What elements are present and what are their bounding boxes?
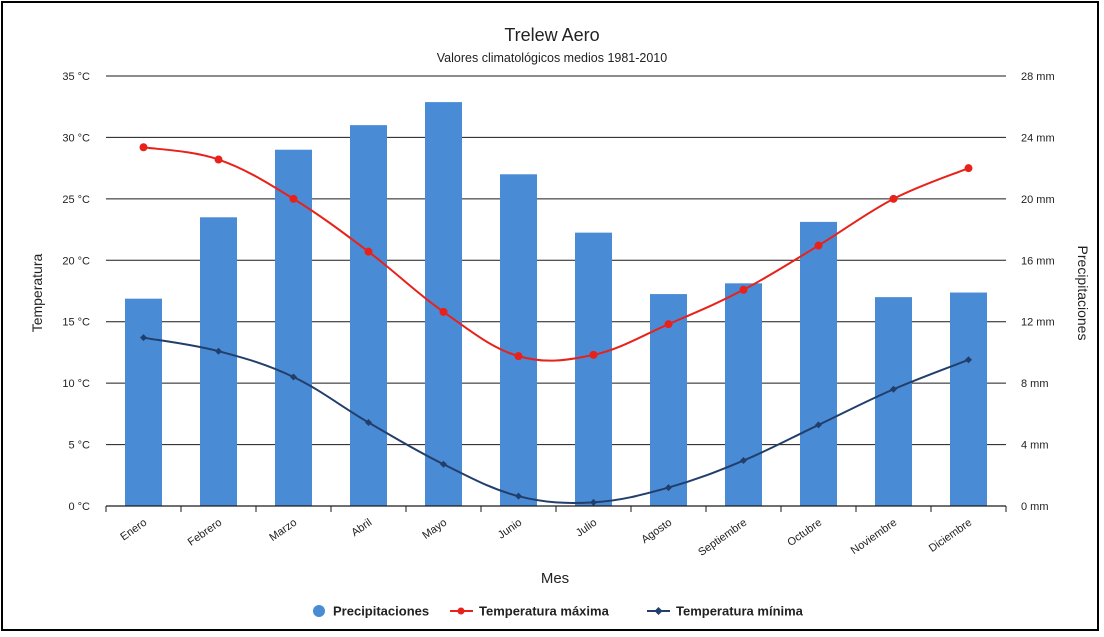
legend-tmin-marker <box>654 607 663 615</box>
tmin-point <box>140 334 147 342</box>
precipitation-bar <box>950 292 987 506</box>
x-tick-label: Enero <box>118 517 149 544</box>
x-tick-label: Agosto <box>639 517 674 546</box>
tmax-point <box>514 352 523 361</box>
x-tick-label: Marzo <box>267 517 299 544</box>
grid-lines <box>106 75 1006 446</box>
x-axis-label: Mes <box>541 570 569 587</box>
y-left-tick-label: 0 °C <box>68 501 90 513</box>
legend-precipitaciones-label: Precipitaciones <box>333 604 429 619</box>
tmax-point <box>439 307 448 316</box>
x-tick-label: Octubre <box>785 517 824 549</box>
x-tick-label: Diciembre <box>927 517 974 555</box>
x-tick-label: Noviembre <box>849 517 899 557</box>
tmin-point <box>665 484 672 492</box>
tmin-point <box>290 373 297 381</box>
y-right-tick-label: 24 mm <box>1021 132 1055 144</box>
x-tick-label: Septiembre <box>696 517 749 559</box>
tmin-point <box>965 356 972 364</box>
y-left-tick-label: 5 °C <box>68 440 90 452</box>
tmax-point <box>289 194 298 203</box>
precipitation-bar <box>875 297 912 506</box>
y-right-tick-label: 0 mm <box>1021 501 1049 513</box>
x-tick-label: Abril <box>349 517 374 539</box>
tmin-point <box>515 492 522 500</box>
tmax-point <box>814 241 823 250</box>
y-right-tick-label: 28 mm <box>1021 71 1055 83</box>
precipitation-bar <box>800 221 837 506</box>
y-right-tick-label: 8 mm <box>1021 378 1049 390</box>
legend-precipitaciones-marker <box>313 605 325 617</box>
precipitation-bar <box>125 298 162 506</box>
y-left-tick-label: 15 °C <box>62 317 90 329</box>
x-tick-label: Junio <box>496 517 524 542</box>
chart-title: Trelew Aero <box>504 25 599 45</box>
tmax-point <box>964 164 973 173</box>
y-right-tick-label: 4 mm <box>1021 440 1049 452</box>
tmax-line <box>143 146 969 362</box>
tmax-point <box>589 350 598 359</box>
tmin-point <box>590 498 597 506</box>
precipitation-bar <box>575 232 612 506</box>
tmin-point <box>215 347 222 355</box>
precipitation-bar <box>725 283 762 506</box>
tmin-line <box>143 336 969 504</box>
y-right-tick-label: 12 mm <box>1021 317 1055 329</box>
climate-chart: Trelew Aero Valores climatológicos medio… <box>29 25 1091 619</box>
y-right-tick-label: 16 mm <box>1021 255 1055 267</box>
tmin-point <box>740 457 747 465</box>
y-right-tick-label: 20 mm <box>1021 194 1055 206</box>
y-left-tick-label: 20 °C <box>62 255 90 267</box>
legend-tmax-marker <box>457 607 465 615</box>
tmax-point <box>739 285 748 294</box>
x-tick-label: Julio <box>574 517 599 540</box>
precipitation-bar <box>500 174 537 507</box>
precipitation-bar <box>200 217 237 507</box>
y-left-tick-label: 30 °C <box>62 132 90 144</box>
y-left-tick-label: 35 °C <box>62 71 90 83</box>
precipitation-bar <box>425 102 462 506</box>
tmin-point <box>440 460 447 468</box>
chart-subtitle: Valores climatológicos medios 1981-2010 <box>437 51 667 65</box>
tmax-point <box>664 320 673 329</box>
temperature-lines <box>139 143 973 506</box>
y-left-tick-label: 25 °C <box>62 194 90 206</box>
precipitation-bar <box>275 149 312 506</box>
tmax-point <box>889 194 898 203</box>
y-axis-left-label: Temperatura <box>29 253 45 332</box>
tmax-point <box>139 143 148 152</box>
tmax-point <box>214 155 223 164</box>
legend: Precipitaciones Temperatura máxima Tempe… <box>313 604 804 619</box>
y-axis-right-label: Precipitaciones <box>1075 246 1091 341</box>
tmin-point <box>365 418 372 426</box>
x-tick-label: Mayo <box>420 517 449 542</box>
tmin-point <box>890 385 897 393</box>
x-tick-label: Febrero <box>186 517 224 549</box>
legend-tmin-label: Temperatura mínima <box>676 604 804 619</box>
precipitation-bars <box>125 102 987 507</box>
tmin-point <box>815 421 822 429</box>
legend-tmax-label: Temperatura máxima <box>479 604 610 619</box>
y-left-tick-label: 10 °C <box>62 378 90 390</box>
tmax-point <box>364 247 373 256</box>
precipitation-bar <box>350 125 387 507</box>
